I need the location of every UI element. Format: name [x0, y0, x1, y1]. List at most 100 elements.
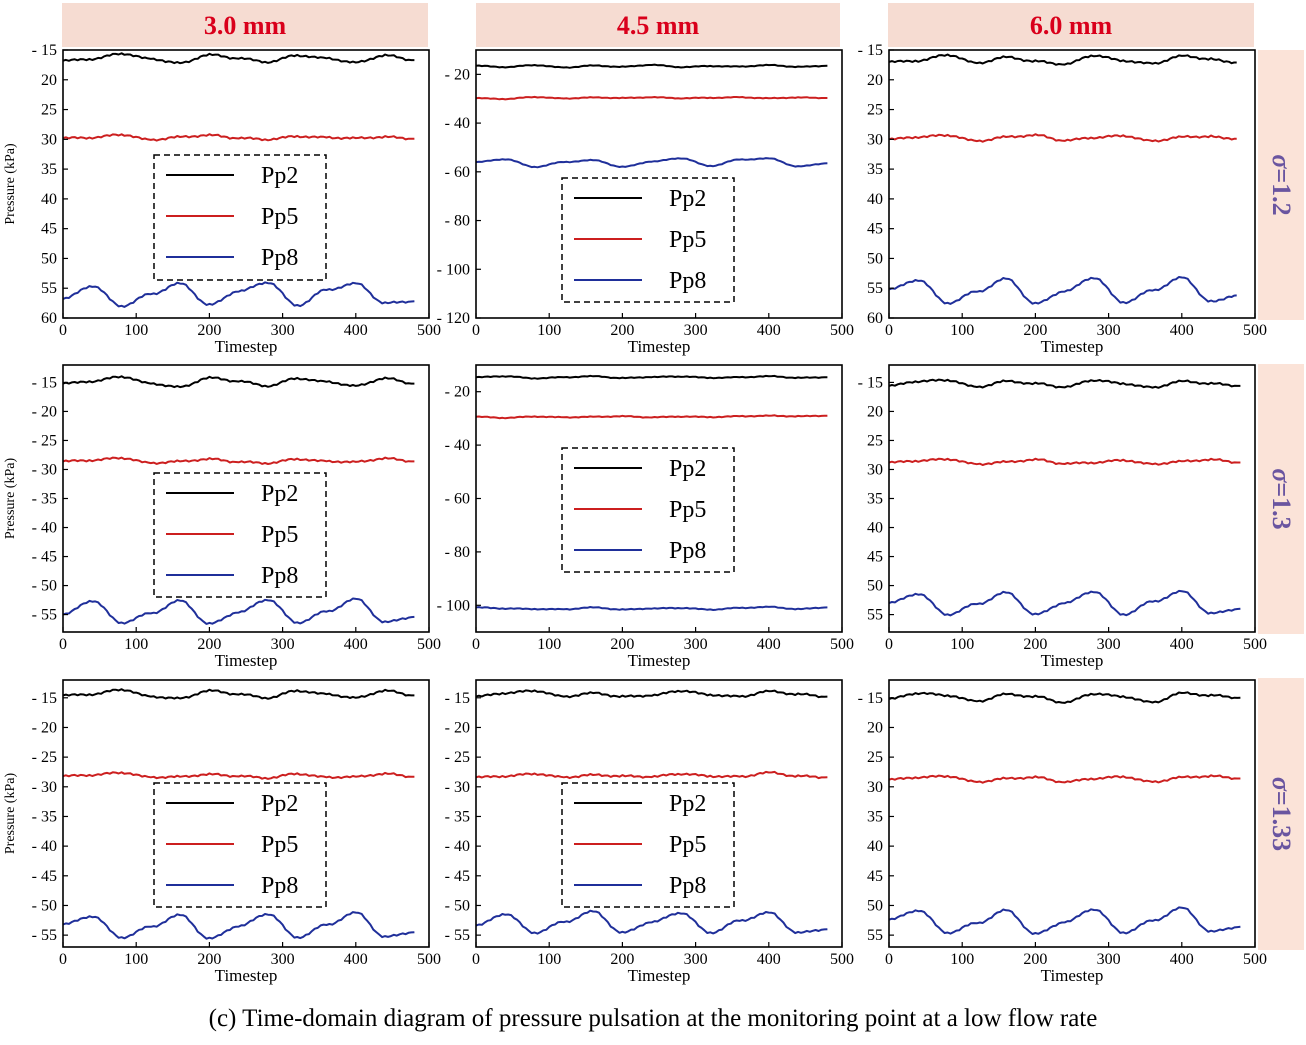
legend-label-pp2: Pp2: [669, 456, 706, 482]
legend-label-pp5: Pp5: [261, 522, 298, 548]
series-line-pp8: [475, 909, 828, 935]
legend-label-pp5: Pp5: [669, 497, 706, 523]
y-tick-label: 55: [867, 607, 883, 624]
y-tick-label: 40: [41, 191, 57, 208]
y-tick-label: - 15: [32, 42, 57, 59]
y-tick-label: 20: [41, 72, 57, 89]
x-tick-label: 300: [1097, 636, 1121, 653]
y-tick-label: 40: [867, 838, 883, 855]
chart-panel: 0 100 200 300 400 500 - 15 20 25 30 35 40 45 50 55 60 Ti…: [858, 42, 1267, 356]
x-tick-label: 500: [417, 322, 441, 339]
x-tick-label: 500: [417, 951, 441, 968]
legend-label-pp5: Pp5: [261, 204, 298, 230]
y-tick-label: - 20: [445, 384, 470, 401]
x-tick-label: 0: [472, 322, 480, 339]
x-axis-label: Timestep: [215, 651, 278, 670]
legend-label-pp8: Pp8: [669, 538, 706, 564]
x-tick-label: 300: [684, 636, 708, 653]
x-tick-label: 300: [271, 951, 295, 968]
y-tick-label: - 50: [32, 897, 57, 914]
y-tick-label: - 40: [445, 437, 470, 454]
y-tick-label: - 55: [32, 607, 57, 624]
y-tick-label: 35: [867, 491, 883, 508]
legend-label-pp2: Pp2: [261, 481, 298, 507]
x-tick-label: 500: [830, 322, 854, 339]
x-tick-label: 300: [684, 951, 708, 968]
x-axis-label: Timestep: [1041, 966, 1104, 985]
x-axis-label: Timestep: [628, 966, 691, 985]
y-tick-label: 25: [867, 432, 883, 449]
x-tick-label: 400: [757, 951, 781, 968]
y-tick-label: - 100: [437, 597, 470, 614]
y-tick-label: 60: [41, 310, 57, 327]
legend-label-pp5: Pp5: [669, 832, 706, 858]
x-tick-label: 100: [950, 636, 974, 653]
y-tick-label: - 40: [32, 520, 57, 537]
series-line-pp2: [475, 689, 828, 699]
y-tick-label: - 60: [445, 164, 470, 181]
plot-frame: [888, 364, 1256, 633]
legend-label-pp5: Pp5: [261, 832, 298, 858]
series-line-pp5: [62, 456, 415, 465]
x-tick-label: 500: [830, 951, 854, 968]
x-tick-label: 400: [344, 322, 368, 339]
series-line-pp5: [62, 133, 415, 142]
column-header-6mm: 6.0 mm: [888, 3, 1254, 47]
y-tick-label: 55: [867, 927, 883, 944]
y-tick-label: 20: [867, 719, 883, 736]
y-tick-label: - 35: [32, 491, 57, 508]
y-tick-label: - 40: [445, 115, 470, 132]
x-tick-label: 200: [610, 322, 634, 339]
x-tick-label: 100: [124, 636, 148, 653]
x-tick-label: 400: [757, 636, 781, 653]
y-tick-label: - 20: [32, 403, 57, 420]
y-tick-label: 25: [867, 102, 883, 119]
series-line-pp2: [62, 52, 415, 65]
chart-panel: 0 100 200 300 400 500 - 15 - 20 - 25 - 30 - 35 - 40…: [3, 364, 441, 670]
x-tick-label: 200: [197, 951, 221, 968]
plot-frame: [475, 49, 843, 319]
figure-caption: (c) Time-domain diagram of pressure puls…: [208, 1005, 1098, 1032]
plot-frame: [888, 679, 1256, 948]
y-tick-label: - 80: [445, 213, 470, 230]
y-tick-label: 50: [867, 578, 883, 595]
series-line-pp8: [475, 157, 828, 169]
series-line-pp2: [475, 63, 828, 69]
plot-frame: [62, 679, 430, 948]
row-header-sigma-1-2: σ=1.2: [1258, 50, 1304, 320]
x-tick-label: 0: [885, 951, 893, 968]
series-line-pp8: [888, 906, 1241, 935]
y-tick-label: - 20: [445, 66, 470, 83]
y-tick-label: 45: [867, 868, 883, 885]
x-tick-label: 500: [1243, 636, 1267, 653]
column-header-3mm: 3.0 mm: [62, 3, 428, 47]
x-tick-label: 500: [417, 636, 441, 653]
y-tick-label: 20: [867, 403, 883, 420]
y-tick-label: 25: [867, 749, 883, 766]
chart-panel: 0 100 200 300 400 500 - 15 - 20 - 25 - 30 - 35 - 40…: [445, 679, 854, 985]
x-tick-label: 500: [830, 636, 854, 653]
x-tick-label: 0: [59, 322, 67, 339]
y-tick-label: 25: [41, 102, 57, 119]
y-tick-label: 45: [867, 221, 883, 238]
row-header-sigma-1-33: σ=1.33: [1258, 678, 1304, 950]
chart-panel: 0 100 200 300 400 500 - 15 20 25 30 35 40 45 50 55 Time…: [858, 679, 1267, 985]
row-header-sigma-1-3: σ=1.3: [1258, 364, 1304, 634]
x-tick-label: 200: [197, 636, 221, 653]
series-line-pp5: [475, 770, 828, 780]
y-tick-label: 45: [867, 549, 883, 566]
plot-frame: [888, 49, 1256, 319]
x-axis-label: Timestep: [1041, 651, 1104, 670]
series-line-pp8: [62, 911, 415, 940]
y-tick-label: 50: [867, 897, 883, 914]
x-tick-label: 0: [472, 951, 480, 968]
x-axis-label: Timestep: [628, 337, 691, 356]
x-tick-label: 200: [610, 951, 634, 968]
y-tick-label: - 25: [445, 749, 470, 766]
y-tick-label: - 20: [32, 719, 57, 736]
legend-label-pp5: Pp5: [669, 227, 706, 253]
x-tick-label: 200: [1023, 951, 1047, 968]
y-tick-label: - 80: [445, 544, 470, 561]
y-tick-label: 45: [41, 221, 57, 238]
y-tick-label: - 15: [32, 690, 57, 707]
